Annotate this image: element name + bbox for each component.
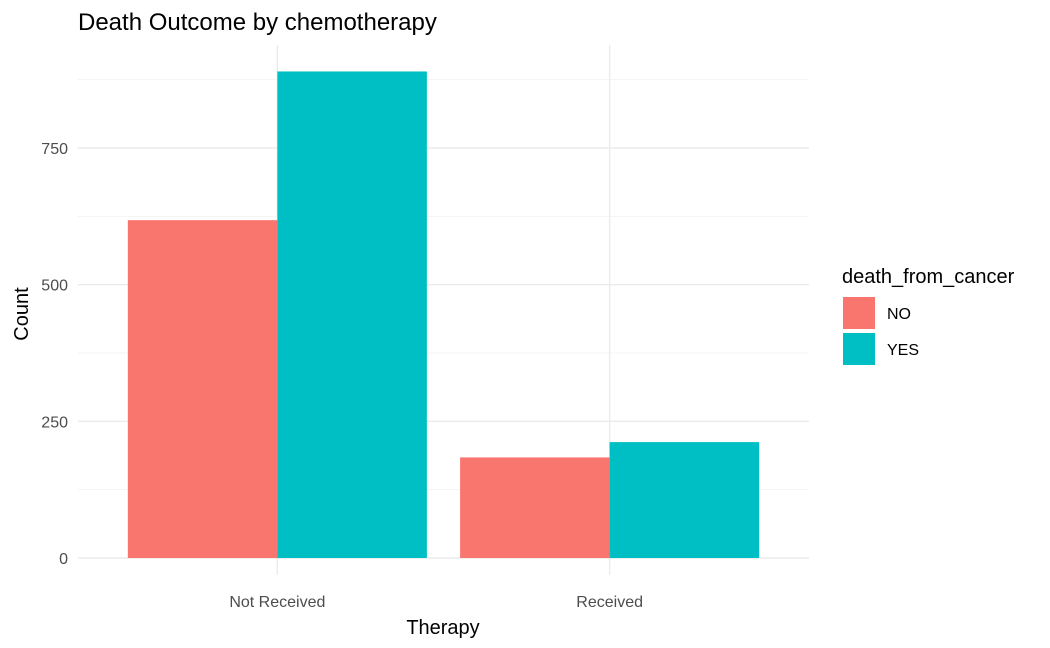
bar-yes-received: [609, 442, 760, 558]
x-axis-ticks: Not Received Received: [229, 594, 643, 611]
y-axis-ticks: 0 250 500 750: [41, 141, 68, 568]
legend: death_from_cancer NO YES: [842, 266, 1015, 365]
bar-no-not-received: [127, 220, 278, 558]
legend-items: NO YES: [843, 297, 919, 365]
y-axis-title: Count: [11, 287, 33, 341]
x-tick-label: Received: [576, 594, 643, 611]
chart-title: Death Outcome by chemotherapy: [78, 9, 437, 36]
legend-swatch-no: [843, 297, 875, 329]
y-tick-label: 500: [41, 278, 68, 295]
legend-swatch-yes: [843, 333, 875, 365]
legend-title: death_from_cancer: [842, 266, 1015, 288]
bar-no-received: [460, 457, 610, 558]
bars: [127, 71, 760, 558]
x-axis-title: Therapy: [406, 617, 479, 639]
y-tick-label: 250: [41, 414, 68, 431]
x-tick-label: Not Received: [229, 594, 325, 611]
y-tick-label: 0: [59, 551, 68, 568]
legend-label-yes: YES: [887, 342, 919, 359]
y-tick-label: 750: [41, 141, 68, 158]
bar-yes-not-received: [277, 71, 427, 558]
legend-label-no: NO: [887, 306, 911, 323]
